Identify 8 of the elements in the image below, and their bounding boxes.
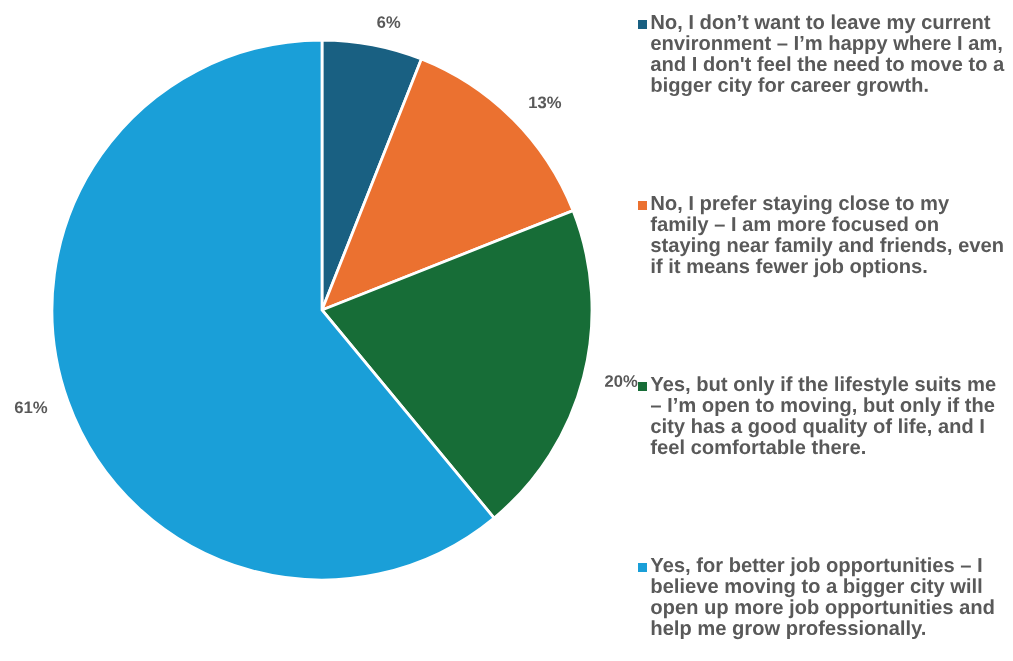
legend-label: Yes, but only if the lifestyle suits me – I’m open to moving, but only if the city has a good quality of life, and I feel comfortable there. (650, 376, 996, 455)
legend-label: No, I don’t want to leave my current environment – I’m happy where I am, and I don't feel the need to move to a bigger city for career growth. (650, 14, 1005, 97)
data-label: 61% (14, 401, 48, 414)
data-label: 6% (377, 16, 401, 29)
data-label: 20% (605, 375, 638, 387)
legend-label: No, I prefer staying close to my family – I am more focused on staying near family and friends, even if it means fewer job options. (650, 195, 1003, 278)
legend-label: Yes, for better job opportunities – I believe moving to a bigger city will open up more job opportunities and help me grow professionally. (650, 557, 994, 640)
data-label: 13% (529, 96, 562, 109)
